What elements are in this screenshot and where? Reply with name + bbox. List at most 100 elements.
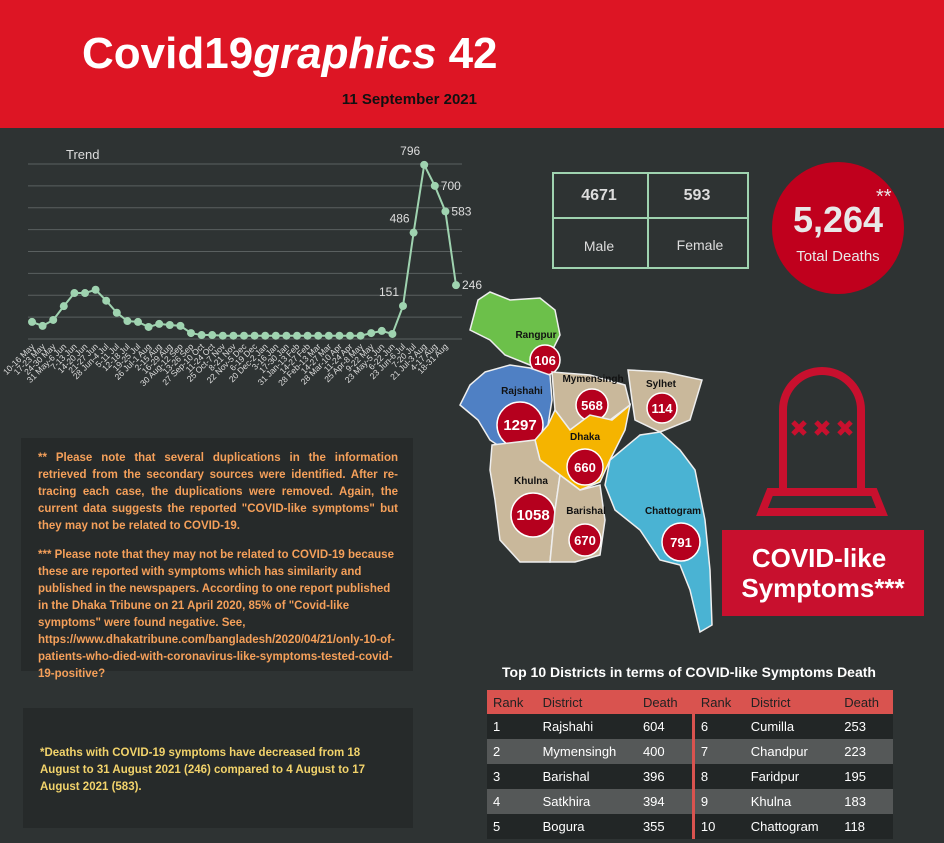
- title-italic: graphics: [252, 29, 436, 78]
- table-row: 4 Satkhira 394 9 Khulna 183: [487, 789, 893, 814]
- table-cell: Mymensingh: [536, 739, 637, 764]
- data-point: [271, 331, 280, 340]
- column-header: Rank: [487, 690, 537, 714]
- note: ** Please note that several duplications…: [38, 452, 398, 532]
- table-cell: 1: [487, 714, 537, 739]
- data-point: [134, 317, 142, 326]
- data-point: [293, 331, 301, 340]
- district-table: Rank District Death Rank District Death 1 Rajsh…: [487, 690, 893, 839]
- table-cell: 394: [636, 789, 694, 814]
- table-cell: 118: [838, 814, 893, 839]
- notes-box: [21, 438, 413, 671]
- region-value: 114: [652, 401, 674, 416]
- table-cell: 604: [636, 714, 694, 739]
- table-cell: 6: [691, 714, 745, 739]
- chart-title: Trend: [66, 147, 99, 162]
- region-value: 660: [574, 460, 596, 475]
- table-row: 3 Barishal 396 8 Faridpur 195: [487, 764, 893, 789]
- data-point: [367, 329, 376, 338]
- data-point: [452, 281, 460, 290]
- table-cell: 4: [487, 789, 537, 814]
- total-label: Total Deaths: [796, 248, 879, 265]
- data-point: [102, 296, 111, 305]
- crosses: [791, 420, 853, 436]
- data-point: [282, 331, 291, 340]
- region-value: 1297: [503, 417, 536, 434]
- summary: *Deaths with COVID-19 symptoms have decr…: [40, 747, 366, 793]
- table-cell: Chandpur: [744, 739, 839, 764]
- total-value: 5,264: [793, 199, 883, 240]
- data-point: [420, 160, 429, 169]
- data-point: [144, 322, 153, 331]
- table-cell: 355: [636, 814, 694, 839]
- data-point: [208, 331, 217, 340]
- table-row: 1 Rajshahi 604 6 Cumilla 253: [487, 714, 893, 739]
- table-cell: Satkhira: [536, 789, 637, 814]
- trend-line: [31, 161, 457, 337]
- table-cell: 183: [838, 789, 893, 814]
- table-cell: Bogura: [536, 814, 637, 839]
- map: Rangpur 106 Rajshahi 1297 Mymensingh 568 Sylhe…: [459, 291, 713, 634]
- data-point: [38, 321, 47, 330]
- column-header: District: [536, 690, 637, 714]
- region-circle: [661, 522, 701, 562]
- symptoms-label: Symptoms***: [741, 573, 905, 603]
- data-point: [197, 331, 206, 340]
- table-row: 5 Bogura 355 10 Chattogram 118: [487, 814, 893, 839]
- column-header: Death: [636, 690, 694, 714]
- table-cell: Chattogram: [744, 814, 839, 839]
- region-name: Dhaka: [570, 432, 600, 443]
- region-name: Mymensingh: [562, 374, 623, 385]
- region-name: Rajshahi: [501, 386, 543, 397]
- data-label: 486: [390, 212, 410, 226]
- region-name: Sylhet: [646, 379, 677, 390]
- region-value: 791: [670, 535, 692, 550]
- table-cell: 8: [691, 764, 745, 789]
- title: Covid19graphics 42: [82, 29, 498, 78]
- table-cell: Faridpur: [744, 764, 839, 789]
- data-point: [240, 331, 248, 340]
- data-point: [59, 302, 68, 311]
- data-point: [335, 331, 344, 340]
- table-cell: 223: [838, 739, 893, 764]
- data-label: 583: [451, 204, 471, 218]
- total-marker: **: [876, 186, 892, 208]
- table-cell: 253: [838, 714, 893, 739]
- data-label: 700: [441, 179, 461, 193]
- table-cell: 2: [487, 739, 537, 764]
- data-point: [250, 331, 259, 340]
- region-value: 670: [574, 533, 596, 548]
- table-cell: Cumilla: [744, 714, 839, 739]
- data-point: [303, 331, 312, 340]
- data-point: [261, 331, 270, 340]
- data-point: [388, 329, 397, 338]
- column-header: Rank: [691, 690, 745, 714]
- summary-box: [23, 708, 413, 828]
- table-cell: 396: [636, 764, 694, 789]
- region-value: 568: [581, 398, 603, 413]
- column-header: Death: [838, 690, 893, 714]
- data-point: [112, 308, 121, 317]
- region: [604, 431, 713, 634]
- region-name: Chattogram: [645, 506, 701, 517]
- data-point: [49, 315, 58, 324]
- data-label: 151: [379, 285, 399, 299]
- region-circle: [646, 392, 678, 424]
- table-cell: 10: [691, 814, 745, 839]
- total-circle: [772, 162, 904, 294]
- region-value: 106: [534, 353, 556, 368]
- data-point: [314, 331, 323, 340]
- stats-box: [552, 172, 749, 269]
- data-point: [324, 331, 333, 340]
- header-row: Rank District Death Rank District Death: [487, 690, 893, 714]
- region-name: Barishal: [566, 506, 606, 517]
- region-circle: [566, 448, 604, 486]
- notes: ** Please note that several duplications…: [38, 450, 398, 695]
- data-point: [377, 326, 386, 335]
- table-cell: Khulna: [744, 789, 839, 814]
- table-cell: 195: [838, 764, 893, 789]
- tombstone-icon: [756, 367, 888, 516]
- female-label: Female: [677, 237, 724, 253]
